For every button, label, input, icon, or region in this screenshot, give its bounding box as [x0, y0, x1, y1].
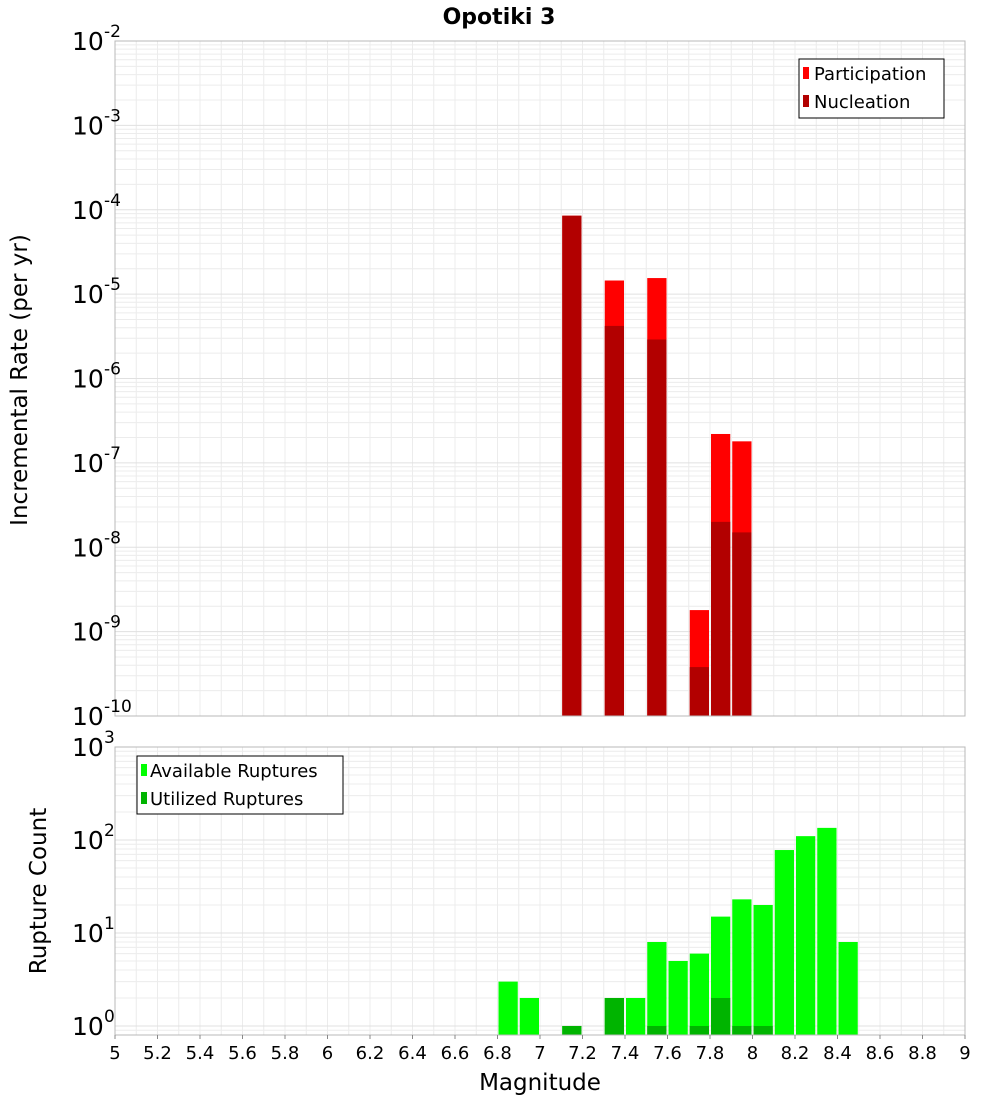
bottom-legend-box [136, 755, 344, 815]
y-tick-label-base: 10 [72, 449, 104, 478]
bar-utilized-ruptures [711, 997, 731, 1035]
bar-utilized-ruptures [732, 1025, 752, 1035]
x-tick-label: 5.2 [143, 1043, 172, 1064]
x-tick-label: 7 [534, 1043, 545, 1064]
y-tick-label-exponent: -2 [104, 22, 121, 42]
legend-swatch-utilized-ruptures [141, 792, 147, 804]
bar-available-ruptures [817, 827, 837, 1035]
bar-available-ruptures [647, 942, 667, 1035]
x-tick-label: 8.8 [908, 1043, 937, 1064]
bar-available-ruptures [498, 981, 518, 1035]
y-tick-label-base: 10 [72, 365, 104, 394]
bar-available-ruptures [519, 997, 539, 1035]
legend-label-nucleation: Nucleation [814, 92, 910, 113]
x-tick-label: 6.4 [398, 1043, 427, 1064]
y-tick-label-base: 10 [72, 533, 104, 562]
y-tick-label-exponent: 3 [104, 728, 115, 748]
bar-available-ruptures [732, 899, 752, 1035]
y-tick-label-exponent: -7 [104, 444, 121, 464]
y-tick-label-exponent: -8 [104, 528, 121, 548]
x-tick-label: 7.2 [568, 1043, 597, 1064]
y-tick-label-base: 10 [72, 618, 104, 647]
y-tick-label-base: 10 [72, 27, 104, 56]
y-tick-label-base: 10 [72, 733, 104, 762]
x-tick-label: 6 [322, 1043, 333, 1064]
y-tick-label-exponent: -9 [104, 613, 121, 633]
x-tick-label: 8.4 [823, 1043, 852, 1064]
x-tick-label: 7.4 [611, 1043, 640, 1064]
bar-nucleation [562, 215, 582, 717]
top-legend: Participation Nucleation [798, 58, 945, 119]
bar-utilized-ruptures [562, 1025, 582, 1035]
y-tick-label-base: 10 [72, 826, 104, 855]
y-tick-label-base: 10 [72, 111, 104, 140]
legend-label-available-ruptures: Available Ruptures [150, 761, 318, 782]
x-tick-labels: 5 5.2 5.4 5.6 5.8 6 6.2 6.4 6.6 6.8 7 7.2 7.4 7.6 7.8 8… [109, 1035, 971, 1064]
bottom-plot-bars [498, 827, 858, 1035]
bar-available-ruptures [838, 942, 858, 1035]
bar-utilized-ruptures [689, 1025, 709, 1035]
y-tick-label-base: 10 [72, 1012, 104, 1041]
x-tick-label: 6.8 [483, 1043, 512, 1064]
x-tick-label: 7.8 [696, 1043, 725, 1064]
top-plot-frame [114, 40, 966, 717]
legend-swatch-participation [803, 67, 809, 79]
x-tick-label: 9 [959, 1043, 970, 1064]
x-tick-label: 5.6 [228, 1043, 257, 1064]
bottom-legend: Available Ruptures Utilized Ruptures [136, 755, 344, 815]
bar-nucleation [647, 339, 667, 716]
y-tick-label-exponent: -10 [104, 697, 132, 717]
bottom-y-axis-label: Rupture Count [26, 808, 52, 974]
y-tick-label-base: 10 [72, 280, 104, 309]
y-tick-label-exponent: -5 [104, 275, 121, 295]
x-tick-label: 5.8 [271, 1043, 300, 1064]
bar-utilized-ruptures [647, 1025, 667, 1035]
legend-label-utilized-ruptures: Utilized Ruptures [150, 789, 303, 810]
bar-nucleation [732, 532, 752, 716]
y-tick-label-base: 10 [72, 919, 104, 948]
top-plot-bars [562, 215, 752, 717]
bar-nucleation [689, 667, 709, 716]
y-tick-label-exponent: 2 [104, 821, 115, 841]
bar-available-ruptures [689, 953, 709, 1035]
legend-swatch-available-ruptures [141, 764, 147, 776]
x-tick-label: 8 [747, 1043, 758, 1064]
y-tick-label-exponent: 1 [104, 914, 115, 934]
y-tick-label-exponent: -3 [104, 106, 121, 126]
x-tick-label: 8.2 [781, 1043, 810, 1064]
y-tick-label-exponent: -4 [104, 191, 121, 211]
legend-swatch-nucleation [803, 95, 809, 107]
bar-utilized-ruptures [753, 1025, 773, 1035]
top-y-axis-label: Incremental Rate (per yr) [7, 234, 33, 526]
bar-available-ruptures [774, 850, 794, 1035]
bar-available-ruptures [668, 960, 688, 1035]
bar-utilized-ruptures [604, 997, 624, 1035]
x-axis-label: Magnitude [479, 1070, 601, 1096]
x-tick-label: 7.6 [653, 1043, 682, 1064]
x-tick-label: 8.6 [866, 1043, 895, 1064]
bar-available-ruptures [626, 997, 646, 1035]
x-tick-label: 6.6 [441, 1043, 470, 1064]
y-tick-label-exponent: -6 [104, 360, 121, 380]
bar-available-ruptures [796, 836, 816, 1035]
bar-available-ruptures [753, 904, 773, 1035]
top-legend-box [798, 58, 945, 119]
bar-nucleation [711, 521, 731, 716]
y-tick-label-base: 10 [72, 196, 104, 225]
y-tick-label-exponent: 0 [104, 1007, 115, 1027]
y-tick-label-base: 10 [72, 702, 104, 731]
x-tick-label: 5 [109, 1043, 120, 1064]
x-tick-label: 5.4 [186, 1043, 215, 1064]
x-tick-label: 6.2 [356, 1043, 385, 1064]
chart-title: Opotiki 3 [443, 5, 556, 30]
bar-nucleation [604, 325, 624, 716]
legend-label-participation: Participation [814, 64, 926, 85]
top-plot-grid [114, 40, 966, 717]
